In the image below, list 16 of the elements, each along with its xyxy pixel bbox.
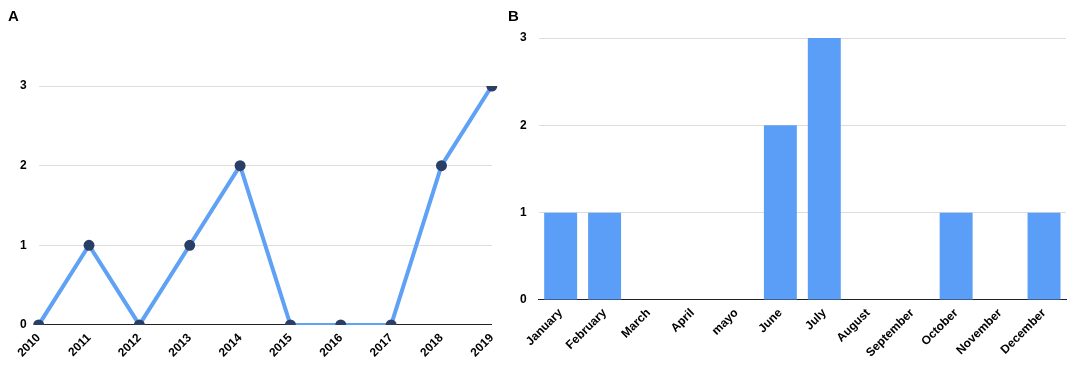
y-tick-label: 3 [519, 30, 527, 45]
y-tick-label: 2 [519, 117, 527, 132]
y-tick-label: 2 [19, 157, 27, 172]
bar [939, 212, 973, 300]
y-tick-label: 0 [19, 317, 27, 332]
chart-title: A [8, 7, 19, 25]
bar [544, 212, 578, 300]
y-tick-label: 3 [19, 78, 27, 93]
bar [763, 125, 797, 300]
chart-title: B [508, 7, 519, 25]
y-tick-label: 1 [19, 237, 27, 252]
y-tick-label: 0 [519, 292, 527, 307]
bar [807, 38, 841, 300]
y-tick-label: 1 [519, 204, 527, 219]
bar [1027, 212, 1061, 300]
bar [588, 212, 622, 300]
